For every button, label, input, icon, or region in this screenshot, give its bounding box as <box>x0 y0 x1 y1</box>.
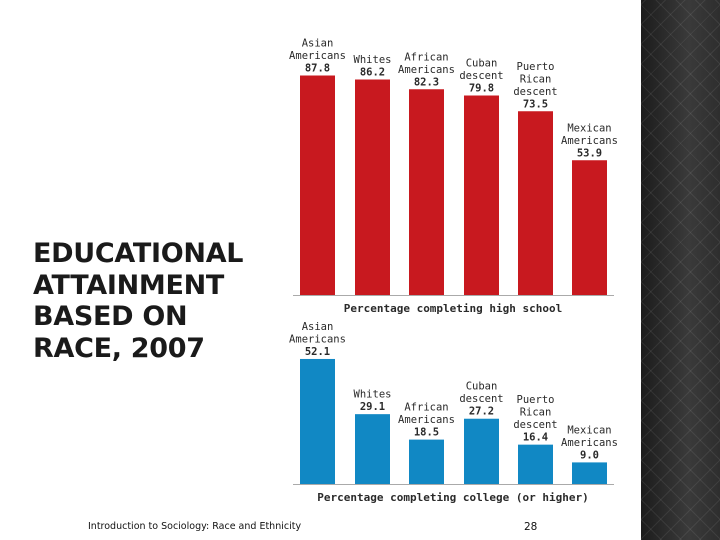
slide-title: EDUCATIONAL ATTAINMENT BASED ON RACE, 20… <box>33 238 244 364</box>
college-category-label-cuban-descent: descent <box>459 393 503 405</box>
college-category-label-african-americans: African <box>404 402 448 414</box>
hs-bar-african-americans <box>409 89 444 295</box>
college-category-label-asian-americans: Americans <box>289 333 346 345</box>
decorative-side-strip <box>641 0 720 540</box>
hs-category-label-african-americans: Americans <box>398 64 455 76</box>
hs-bar-whites <box>355 79 390 295</box>
college-category-label-puerto-rican-descent: descent <box>513 419 557 431</box>
college-bar-whites <box>355 414 390 484</box>
hs-category-label-african-americans: African <box>404 51 448 63</box>
hs-category-label-puerto-rican-descent: descent <box>513 86 557 98</box>
hs-bar-cuban-descent <box>464 95 499 295</box>
college-value-label-whites: 29.1 <box>360 401 385 413</box>
hs-category-label-asian-americans: Americans <box>289 50 346 62</box>
college-value-label-cuban-descent: 27.2 <box>469 406 494 418</box>
footer-text: Introduction to Sociology: Race and Ethn… <box>88 521 302 532</box>
college-category-label-puerto-rican-descent: Rican <box>520 407 552 419</box>
college-chart: 52.1AsianAmericans29.1Whites18.5AfricanA… <box>289 321 618 504</box>
hs-bar-asian-americans <box>300 75 335 295</box>
hs-value-label-puerto-rican-descent: 73.5 <box>523 98 548 110</box>
college-value-label-asian-americans: 52.1 <box>305 346 330 358</box>
college-value-label-african-americans: 18.5 <box>414 427 439 439</box>
college-category-label-puerto-rican-descent: Puerto <box>517 394 555 406</box>
college-bar-mexican-americans <box>572 462 607 484</box>
hs-value-label-asian-americans: 87.8 <box>305 63 330 75</box>
hs-category-label-cuban-descent: Cuban <box>466 58 498 70</box>
college-category-label-mexican-americans: Americans <box>561 437 618 449</box>
page-number: 28 <box>524 521 538 533</box>
hs-category-label-asian-americans: Asian <box>302 38 334 50</box>
hs-value-label-mexican-americans: 53.9 <box>577 147 602 159</box>
college-bar-puerto-rican-descent <box>518 444 553 484</box>
hs-value-label-cuban-descent: 79.8 <box>469 83 494 95</box>
college-bar-cuban-descent <box>464 418 499 484</box>
hs-category-label-cuban-descent: descent <box>459 70 503 82</box>
college-value-label-puerto-rican-descent: 16.4 <box>523 432 548 444</box>
hs-category-label-puerto-rican-descent: Puerto <box>517 61 555 73</box>
college-bar-african-americans <box>409 439 444 484</box>
college-category-label-african-americans: Americans <box>398 414 455 426</box>
hs-bar-puerto-rican-descent <box>518 111 553 295</box>
high-school-chart: 87.8AsianAmericans86.2Whites82.3AfricanA… <box>289 38 618 316</box>
college-bar-asian-americans <box>300 358 335 484</box>
hs-category-label-whites: Whites <box>354 54 392 66</box>
hs-category-label-mexican-americans: Mexican <box>567 122 611 134</box>
college-value-label-mexican-americans: 9.0 <box>580 449 599 461</box>
hs-value-label-whites: 86.2 <box>360 67 385 79</box>
hs-bar-mexican-americans <box>572 160 607 295</box>
hs-value-label-african-americans: 82.3 <box>414 76 439 88</box>
college-category-label-cuban-descent: Cuban <box>466 381 498 393</box>
college-category-label-mexican-americans: Mexican <box>567 424 611 436</box>
college-category-label-whites: Whites <box>354 389 392 401</box>
college-axis-title: Percentage completing college (or higher… <box>317 491 589 504</box>
hs-axis-title: Percentage completing high school <box>344 302 563 315</box>
hs-category-label-puerto-rican-descent: Rican <box>520 73 552 85</box>
hs-category-label-mexican-americans: Americans <box>561 135 618 147</box>
college-category-label-asian-americans: Asian <box>302 321 334 333</box>
